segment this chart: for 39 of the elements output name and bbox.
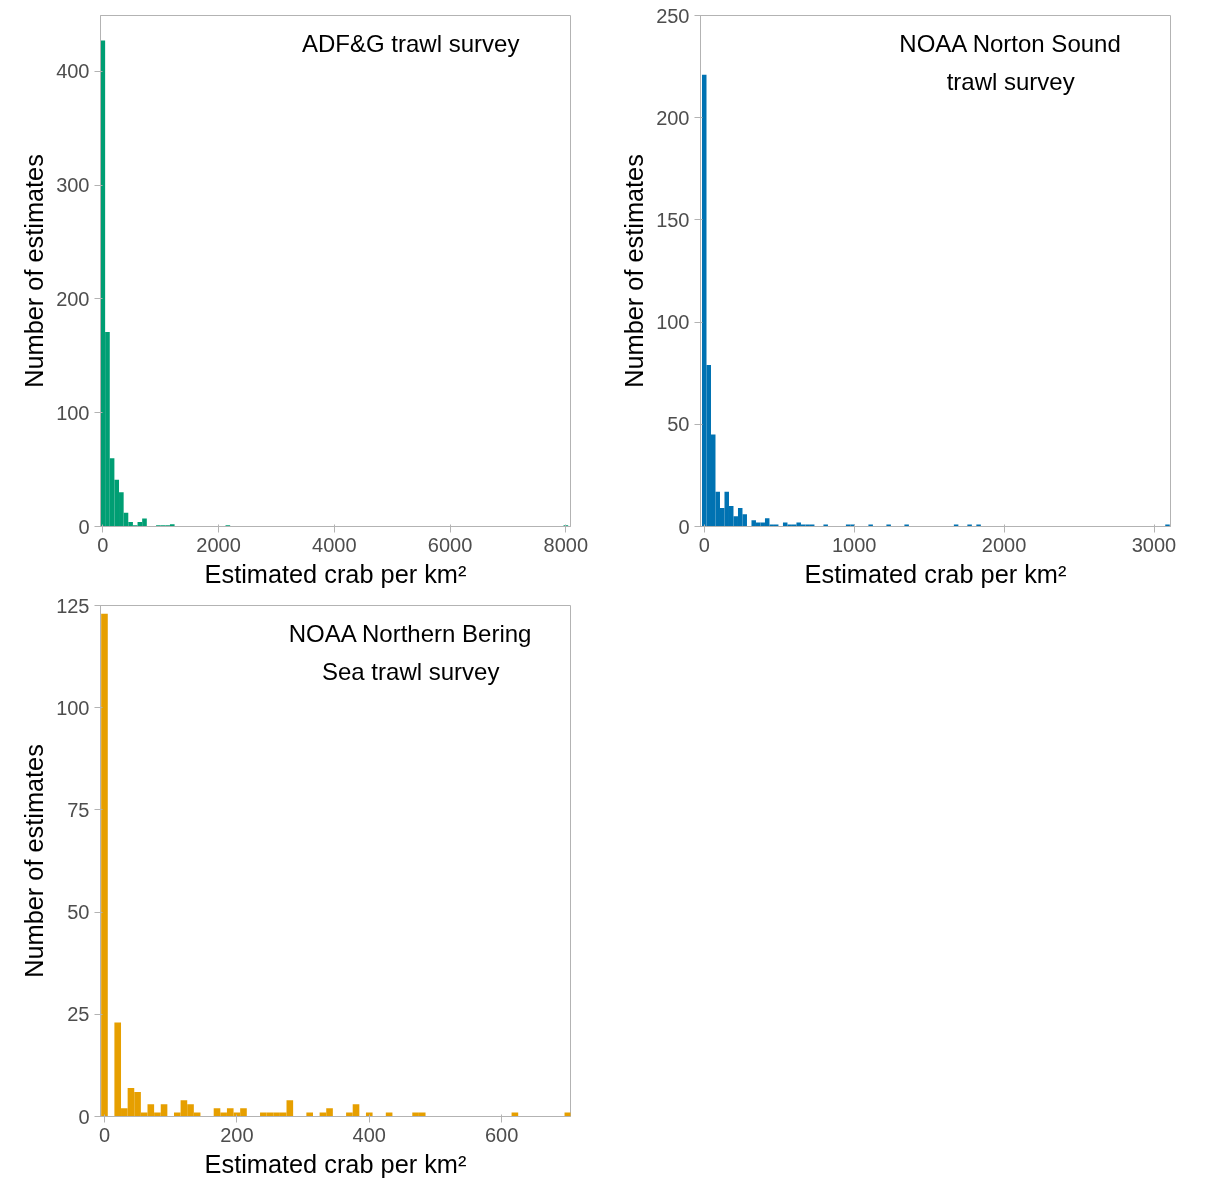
text: ADF&G trawl survey [302,30,520,58]
x-axis-title: Estimated crab per km² [204,1149,467,1178]
y-tick-label: 75 [67,798,90,821]
x-tick-label: 0 [698,533,710,556]
x-tick-label: 0 [98,1123,111,1146]
x-tick-label: 0 [97,533,109,556]
x-tick-label: 2000 [196,533,241,556]
x-tick-label: 2000 [981,533,1027,556]
x-tick-label: 3000 [1131,533,1177,556]
y-tick-label: 50 [667,413,690,436]
x-tick-label: 8000 [543,533,589,556]
text: NOAA Norton Sound trawl survey [899,30,1121,96]
y-axis-title: Number of estimates [20,744,49,978]
y-tick-label: 250 [656,4,690,27]
y-tick-label: 0 [678,515,690,538]
y-tick-label: 0 [78,1105,90,1128]
y-tick-label: 150 [656,208,690,231]
x-tick-label: 600 [484,1123,519,1146]
x-tick-label: 1000 [831,533,877,556]
y-axis-title: Number of estimates [20,154,49,388]
x-tick-label: 6000 [427,533,473,556]
x-tick-label: 200 [220,1123,254,1146]
y-axis-title: Number of estimates [620,154,649,388]
x-axis-title: Estimated crab per km² [204,559,467,588]
y-tick-label: 200 [656,106,690,129]
y-tick-label: 25 [67,1003,90,1026]
y-tick-label: 300 [56,174,90,197]
y-tick-label: 100 [656,311,690,334]
y-tick-label: 400 [56,60,90,83]
y-tick-label: 200 [56,287,90,310]
x-axis-title: Estimated crab per km² [804,559,1067,588]
y-tick-label: 0 [78,515,90,538]
text: NOAA Northern Bering Sea trawl survey [288,620,532,686]
y-tick-label: 100 [56,696,90,719]
y-tick-label: 100 [56,401,90,424]
y-tick-label: 50 [67,901,90,924]
x-tick-label: 400 [352,1123,386,1146]
x-tick-label: 4000 [312,533,357,556]
y-tick-label: 125 [56,594,90,617]
